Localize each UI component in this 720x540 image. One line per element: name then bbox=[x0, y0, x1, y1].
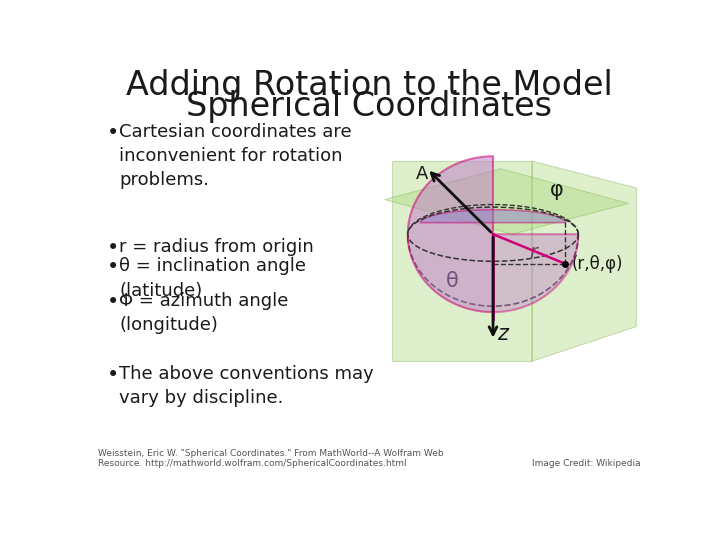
Text: •: • bbox=[107, 123, 120, 143]
Text: Cartesian coordinates are
inconvenient for rotation
problems.: Cartesian coordinates are inconvenient f… bbox=[120, 123, 352, 189]
Text: Adding Rotation to the Model: Adding Rotation to the Model bbox=[125, 69, 613, 102]
Text: r: r bbox=[529, 244, 537, 262]
Text: Spherical Coordinates: Spherical Coordinates bbox=[186, 90, 552, 123]
Text: A: A bbox=[415, 165, 428, 183]
Polygon shape bbox=[420, 210, 565, 222]
Polygon shape bbox=[384, 168, 629, 234]
Text: z: z bbox=[497, 323, 508, 343]
Polygon shape bbox=[408, 156, 493, 312]
Polygon shape bbox=[532, 161, 636, 361]
Text: Weisstein, Eric W. "Spherical Coordinates." From MathWorld--A Wolfram Web
Resour: Weisstein, Eric W. "Spherical Coordinate… bbox=[98, 449, 444, 468]
Text: •: • bbox=[107, 292, 120, 312]
Text: r = radius from origin: r = radius from origin bbox=[120, 238, 314, 256]
Text: φ: φ bbox=[550, 180, 564, 200]
Text: •: • bbox=[107, 238, 120, 258]
Text: θ: θ bbox=[446, 271, 459, 291]
Text: •: • bbox=[107, 257, 120, 278]
Text: •: • bbox=[107, 365, 120, 385]
Text: θ = inclination angle
(latitude): θ = inclination angle (latitude) bbox=[120, 257, 307, 300]
Text: Image Credit: Wikipedia: Image Credit: Wikipedia bbox=[531, 460, 640, 468]
Polygon shape bbox=[392, 161, 532, 361]
Text: Φ = azimuth angle
(longitude): Φ = azimuth angle (longitude) bbox=[120, 292, 289, 334]
Text: The above conventions may
vary by discipline.: The above conventions may vary by discip… bbox=[120, 365, 374, 407]
Polygon shape bbox=[493, 234, 578, 312]
Text: (r,θ,φ): (r,θ,φ) bbox=[572, 255, 624, 273]
